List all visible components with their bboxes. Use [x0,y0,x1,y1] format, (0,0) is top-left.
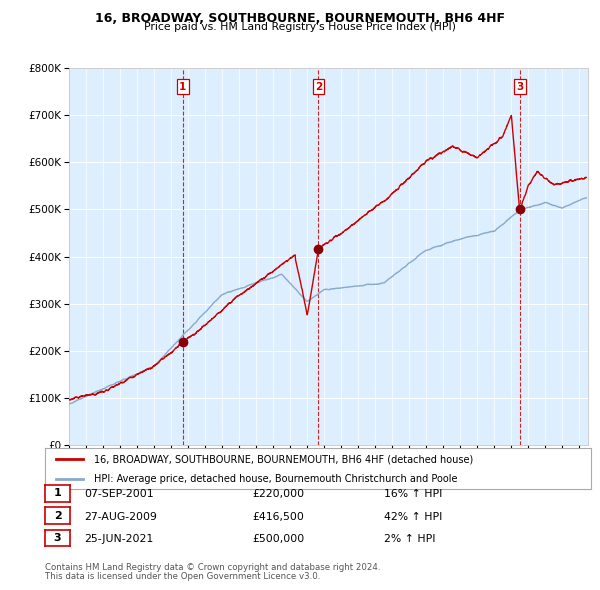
Text: Contains HM Land Registry data © Crown copyright and database right 2024.: Contains HM Land Registry data © Crown c… [45,563,380,572]
Text: 3: 3 [54,533,61,543]
Text: HPI: Average price, detached house, Bournemouth Christchurch and Poole: HPI: Average price, detached house, Bour… [94,474,458,484]
Text: £416,500: £416,500 [252,512,304,522]
Text: 1: 1 [54,489,61,498]
Text: 2: 2 [54,511,61,520]
Text: Price paid vs. HM Land Registry's House Price Index (HPI): Price paid vs. HM Land Registry's House … [144,22,456,32]
Text: 16% ↑ HPI: 16% ↑ HPI [384,490,442,499]
Text: 42% ↑ HPI: 42% ↑ HPI [384,512,442,522]
Text: 27-AUG-2009: 27-AUG-2009 [84,512,157,522]
Text: 25-JUN-2021: 25-JUN-2021 [84,535,153,544]
Text: This data is licensed under the Open Government Licence v3.0.: This data is licensed under the Open Gov… [45,572,320,581]
Text: £220,000: £220,000 [252,490,304,499]
Text: 16, BROADWAY, SOUTHBOURNE, BOURNEMOUTH, BH6 4HF: 16, BROADWAY, SOUTHBOURNE, BOURNEMOUTH, … [95,12,505,25]
Text: 3: 3 [516,82,523,91]
Text: £500,000: £500,000 [252,535,304,544]
Text: 1: 1 [179,82,187,91]
Text: 2% ↑ HPI: 2% ↑ HPI [384,535,436,544]
Text: 07-SEP-2001: 07-SEP-2001 [84,490,154,499]
Text: 2: 2 [315,82,322,91]
Text: 16, BROADWAY, SOUTHBOURNE, BOURNEMOUTH, BH6 4HF (detached house): 16, BROADWAY, SOUTHBOURNE, BOURNEMOUTH, … [94,454,473,464]
